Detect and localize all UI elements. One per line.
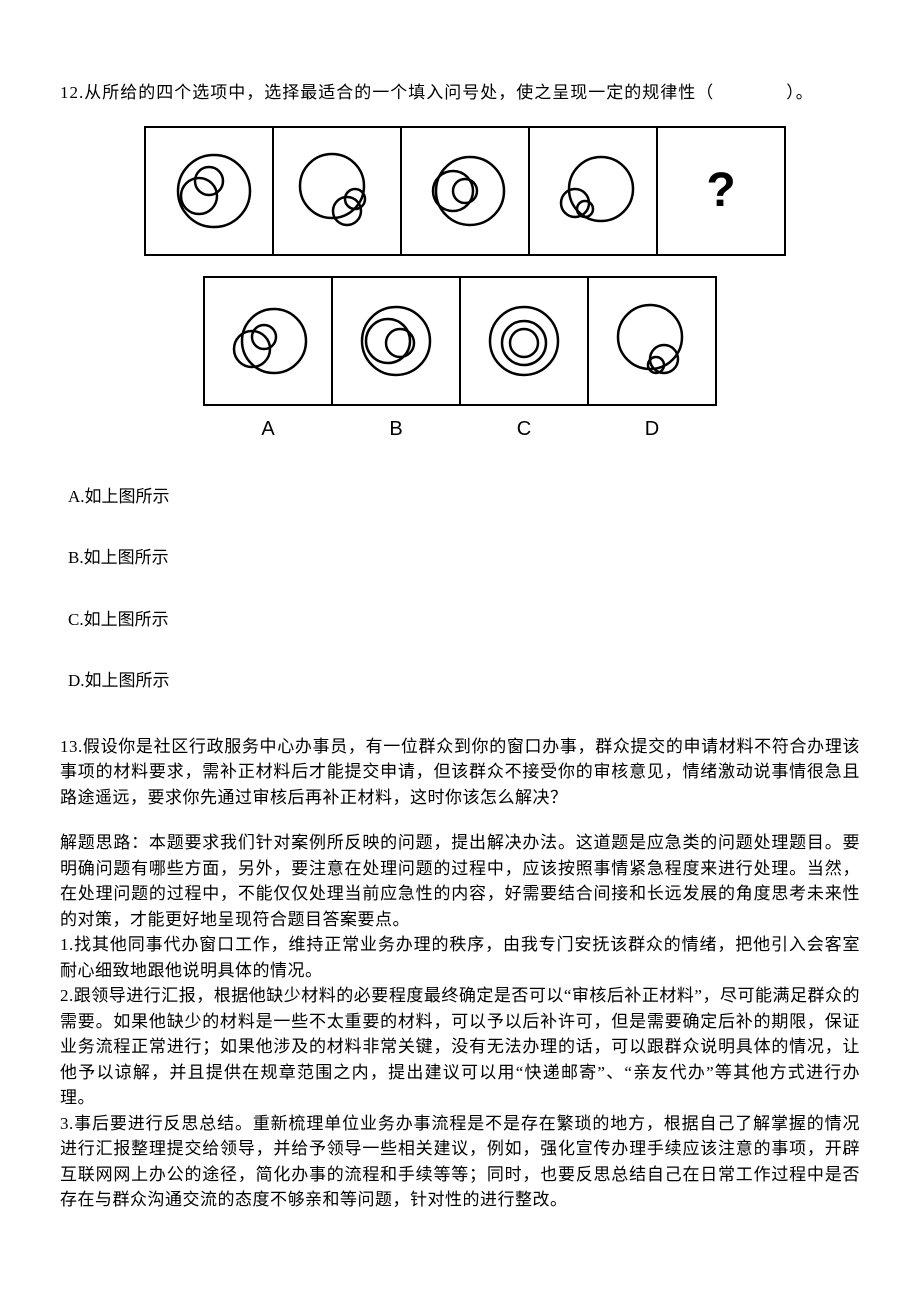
q12-option-b-label: B xyxy=(331,414,461,444)
q13-prompt: 13.假设你是社区行政服务中心办事员，有一位群众到你的窗口办事，群众提交的申请材… xyxy=(60,734,860,811)
q12-answer-b: B.如上图所示 xyxy=(68,545,860,571)
q12-answer-d: D.如上图所示 xyxy=(68,668,860,694)
question-mark-icon: ? xyxy=(706,155,735,227)
q12-option-b-col: B xyxy=(331,276,461,444)
q12-seq-cell-2 xyxy=(272,126,402,256)
q12-option-d-cell xyxy=(587,276,717,406)
q12-option-a-label: A xyxy=(203,414,333,444)
q12-answer-c: C.如上图所示 xyxy=(68,607,860,633)
q12-option-b-cell xyxy=(331,276,461,406)
q13-para-intro: 解题思路：本题要求我们针对案例所反映的问题，提出解决办法。这道题是应急类的问题处… xyxy=(60,830,860,932)
q13-block: 13.假设你是社区行政服务中心办事员，有一位群众到你的窗口办事，群众提交的申请材… xyxy=(60,734,860,1213)
q12-prompt: 12.从所给的四个选项中，选择最适合的一个填入问号处，使之呈现一定的规律性（ ）… xyxy=(60,80,860,106)
q12-option-a-cell xyxy=(203,276,333,406)
q13-para-1: 1.找其他同事代办窗口工作，维持正常业务办理的秩序，由我专门安抚该群众的情绪，把… xyxy=(60,932,860,983)
q13-para-3: 3.事后要进行反思总结。重新梳理单位业务办事流程是不是存在繁琐的地方，根据自己了… xyxy=(60,1111,860,1213)
q12-seq-cell-3 xyxy=(400,126,530,256)
q13-para-2: 2.跟领导进行汇报，根据他缺少材料的必要程度最终确定是否可以“审核后补正材料”，… xyxy=(60,983,860,1111)
q12-option-c-label: C xyxy=(459,414,589,444)
q12-seq-cell-1 xyxy=(144,126,274,256)
q12-options-row: A B C D xyxy=(60,276,860,444)
q12-option-d-col: D xyxy=(587,276,717,444)
q12-seq-cell-4 xyxy=(528,126,658,256)
q12-answer-a: A.如上图所示 xyxy=(68,484,860,510)
q12-option-c-col: C xyxy=(459,276,589,444)
q12-seq-cell-question: ? xyxy=(656,126,786,256)
q12-option-a-col: A xyxy=(203,276,333,444)
q12-answer-list: A.如上图所示 B.如上图所示 C.如上图所示 D.如上图所示 xyxy=(68,484,860,694)
q12-sequence-row: ? xyxy=(70,126,860,256)
q12-option-c-cell xyxy=(459,276,589,406)
q12-option-d-label: D xyxy=(587,414,717,444)
